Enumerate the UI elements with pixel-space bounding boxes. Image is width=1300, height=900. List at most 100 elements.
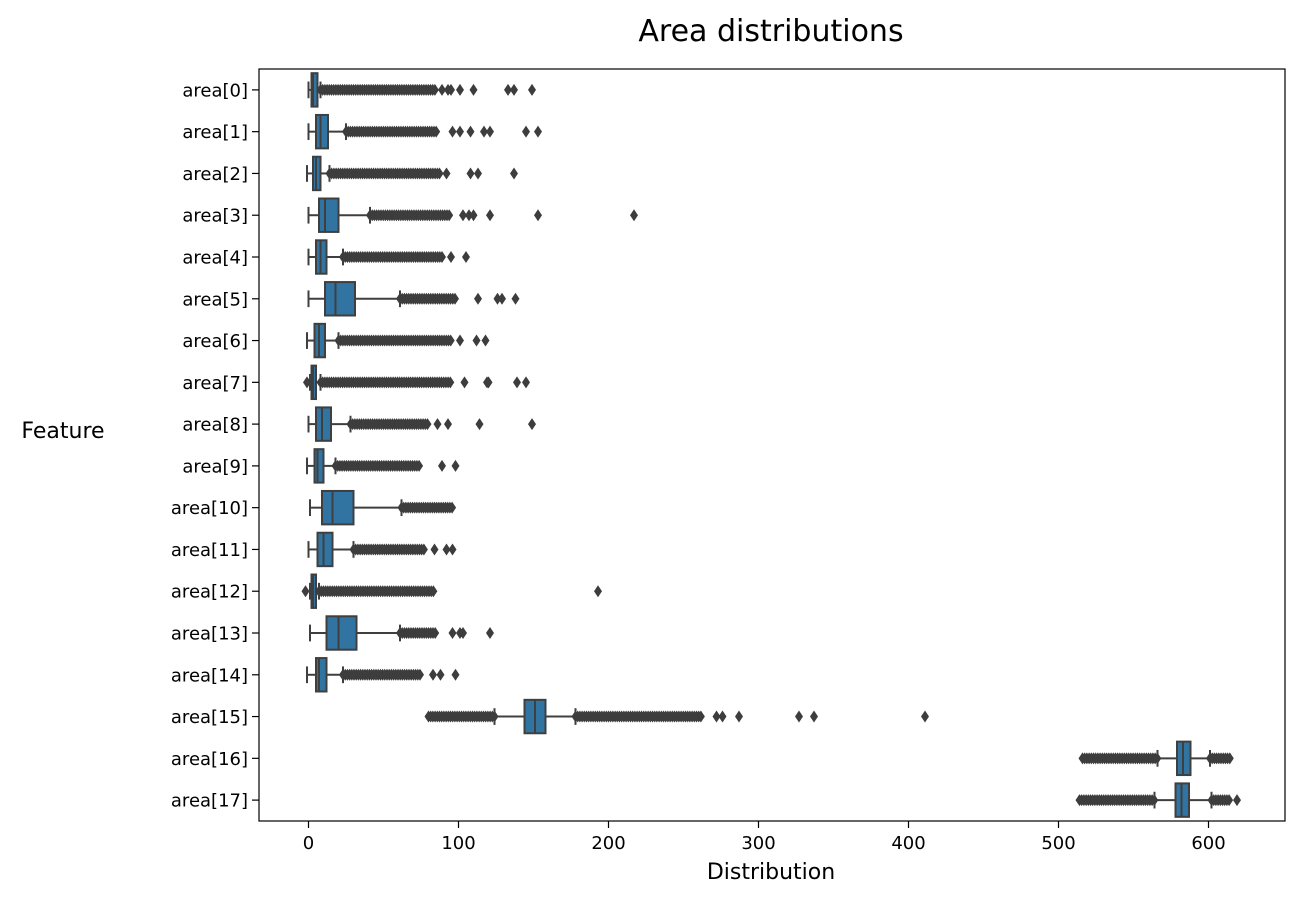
outlier-point — [522, 125, 530, 138]
iqr-box — [315, 113, 329, 150]
outlier-point — [423, 418, 432, 431]
outlier-point — [462, 251, 470, 263]
y-tick-label: area[14] — [171, 665, 248, 686]
outlier-point — [451, 668, 460, 681]
outlier-point — [445, 209, 454, 222]
plot-marks — [301, 72, 1241, 818]
y-tick-label: area[2] — [182, 164, 248, 185]
y-tick-label: area[10] — [171, 498, 248, 519]
outlier-point — [429, 585, 438, 598]
outlier-point — [1153, 752, 1162, 765]
outlier-point — [431, 627, 440, 639]
outlier-point — [522, 376, 530, 389]
box-group-14 — [306, 657, 460, 693]
iqr-box — [325, 615, 358, 651]
x-axis: 0 100 200 300 400 500 600 — [303, 821, 1226, 854]
chart-title: Area distributions — [638, 14, 903, 49]
outlier-point — [486, 627, 494, 639]
outlier-point — [436, 668, 445, 681]
outlier-point — [301, 585, 310, 598]
outlier-point — [511, 292, 520, 305]
outlier-point — [474, 292, 482, 305]
outlier-point — [438, 251, 446, 263]
outlier-point — [712, 710, 721, 723]
outlier-point — [594, 585, 602, 598]
outlier-point — [466, 167, 475, 180]
x-axis-label: Distribution — [707, 860, 835, 885]
box-group-8 — [307, 406, 536, 442]
y-tick-label: area[13] — [171, 624, 248, 645]
outlier-point — [510, 83, 518, 96]
outlier-point — [416, 668, 424, 681]
box-group-7 — [303, 364, 530, 401]
outlier-point — [460, 376, 469, 389]
outlier-point — [472, 334, 481, 347]
outlier-point — [513, 376, 521, 389]
outlier-point — [442, 167, 451, 180]
x-tick-label: 600 — [1191, 833, 1225, 854]
y-tick-label: area[17] — [171, 791, 248, 812]
outlier-point — [475, 418, 484, 431]
outlier-point — [446, 334, 455, 347]
outlier-point — [795, 710, 803, 723]
y-tick-label: area[11] — [171, 540, 248, 561]
outlier-point — [481, 334, 490, 347]
outlier-point — [493, 292, 502, 305]
outlier-point — [465, 209, 473, 222]
outlier-point — [435, 167, 444, 180]
y-tick-label: area[12] — [171, 582, 248, 603]
box-group-15 — [424, 698, 929, 735]
box-group-5 — [307, 281, 520, 317]
box-group-0 — [307, 72, 536, 108]
box-group-6 — [306, 322, 490, 359]
outlier-point — [484, 376, 493, 389]
box-group-17 — [1075, 782, 1241, 818]
outlier-point — [735, 710, 743, 723]
outlier-point — [448, 501, 457, 514]
y-axis-label: Feature — [21, 419, 104, 444]
outlier-point — [459, 627, 467, 639]
y-tick-label: area[4] — [182, 248, 248, 269]
x-tick-label: 100 — [441, 833, 475, 854]
box-group-11 — [307, 531, 457, 568]
outlier-point — [480, 125, 488, 138]
box-group-3 — [307, 197, 638, 233]
plot-frame — [258, 68, 1286, 822]
outlier-point — [1225, 794, 1234, 807]
outlier-point — [534, 125, 542, 138]
outlier-point — [486, 209, 494, 222]
outlier-point — [630, 209, 638, 222]
y-tick-label: area[0] — [182, 80, 248, 101]
outlier-point — [1150, 794, 1159, 807]
iqr-box — [321, 489, 355, 526]
outlier-point — [528, 418, 536, 431]
y-tick-label: area[15] — [171, 707, 248, 728]
outlier-point — [430, 543, 439, 556]
outlier-point — [447, 83, 455, 96]
iqr-box — [318, 197, 340, 233]
box-group-10 — [309, 489, 457, 526]
y-tick-label: area[3] — [182, 206, 248, 227]
outlier-point — [456, 334, 464, 347]
box-group-16 — [1078, 740, 1234, 777]
x-tick-label: 300 — [741, 833, 775, 854]
outlier-point — [534, 209, 542, 222]
y-tick-label: area[1] — [182, 122, 248, 143]
iqr-box — [315, 657, 328, 693]
outlier-point — [456, 83, 464, 96]
outlier-point — [448, 543, 457, 556]
outlier-point — [446, 376, 455, 389]
outlier-point — [1225, 752, 1234, 765]
iqr-box — [316, 531, 334, 568]
outlier-point — [433, 418, 442, 431]
box-group-9 — [306, 448, 460, 484]
outlier-point — [1233, 794, 1241, 807]
outlier-point — [451, 292, 459, 305]
box-group-1 — [307, 113, 542, 150]
box-group-13 — [309, 615, 494, 651]
outlier-point — [448, 125, 457, 138]
y-tick-label: area[9] — [182, 456, 248, 477]
outlier-point — [429, 668, 437, 681]
box-group-4 — [307, 239, 470, 275]
